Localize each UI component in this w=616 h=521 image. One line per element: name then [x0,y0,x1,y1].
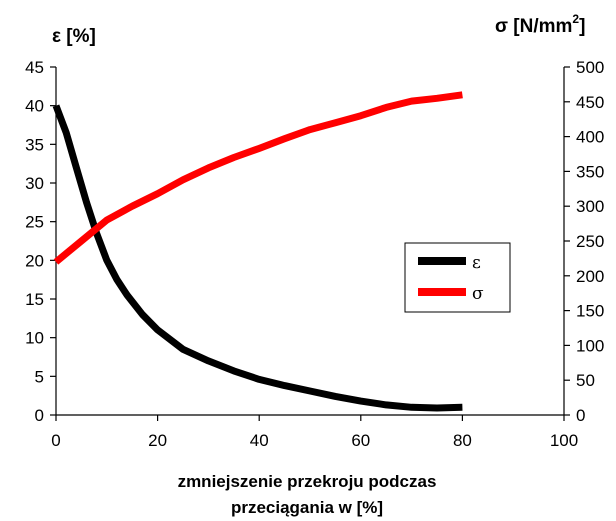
y-right-axis-title: σ [N/mm2] [495,12,585,37]
x-tick-label: 0 [51,431,60,450]
y-left-tick-label: 0 [35,406,44,425]
y-left-tick-label: 10 [25,329,44,348]
y-left-axis-title: ε [%] [52,26,96,47]
x-tick-label: 100 [550,431,578,450]
series-line-epsilon [52,104,463,412]
y-right-tick-label: 200 [576,267,604,286]
x-tick-label: 60 [351,431,370,450]
y-right-tick-label: 300 [576,197,604,216]
y-right-axis-title-main: σ [N/mm [495,16,572,37]
y-right-tick-label: 250 [576,232,604,251]
y-left-tick-label: 35 [25,135,44,154]
y-right-tick-label: 450 [576,93,604,112]
legend-box [404,242,511,313]
series-line-sigma [53,91,463,265]
y-left-tick-label: 25 [25,213,44,232]
x-tick-label: 80 [453,431,472,450]
legend-label-sigma: σ [472,284,484,304]
y-left-tick-label: 45 [25,58,44,77]
y-right-tick-label: 0 [576,406,585,425]
y-right-tick-label: 50 [576,371,595,390]
y-right-tick-label: 150 [576,302,604,321]
tick-group: 0 20 40 60 80 1000510152025303540450501001502… [25,58,604,450]
x-tick-label: 20 [148,431,167,450]
x-axis-title-line1: zmniejszenie przekroju podczas [178,472,437,491]
y-left-tick-label: 5 [35,367,44,386]
y-right-tick-label: 350 [576,162,604,181]
x-tick-label: 40 [250,431,269,450]
x-axis-title-line2: przeciągania w [%] [231,498,383,517]
legend-label-epsilon: ε [472,253,481,273]
y-left-tick-label: 40 [25,97,44,116]
y-right-tick-label: 500 [576,58,604,77]
legend: ε σ [404,242,511,313]
y-right-tick-label: 100 [576,336,604,355]
y-left-tick-label: 20 [25,251,44,270]
series-group [52,91,463,412]
y-left-tick-label: 30 [25,174,44,193]
y-right-axis-title-end: ] [579,16,585,37]
y-right-axis-title-sup: 2 [572,12,579,26]
y-left-tick-label: 15 [25,290,44,309]
y-right-tick-label: 400 [576,128,604,147]
